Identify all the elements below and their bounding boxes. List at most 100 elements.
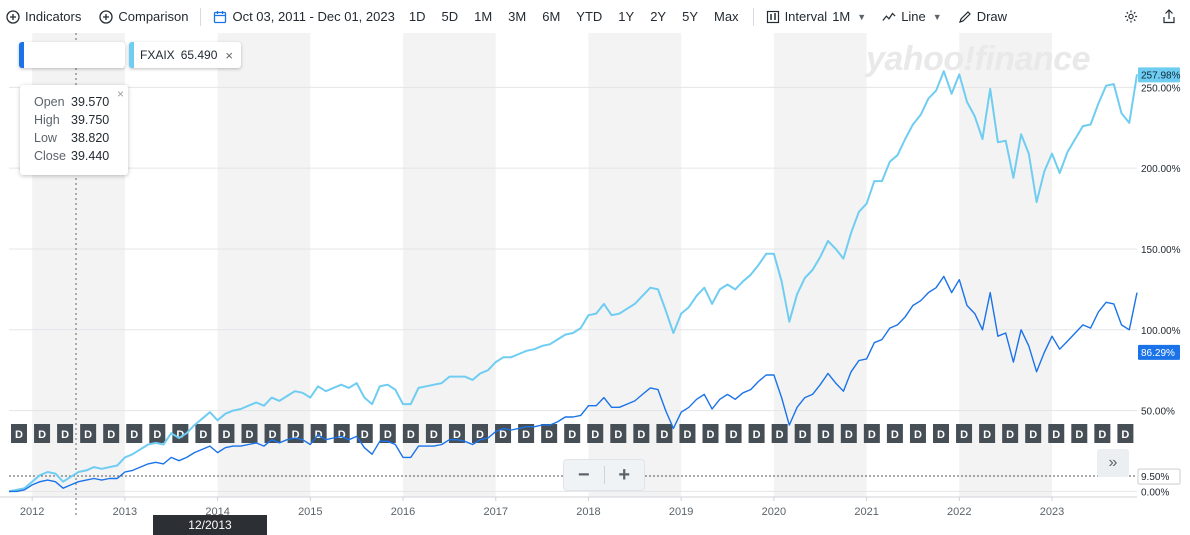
comparison-button[interactable]: Comparison <box>93 0 194 33</box>
dividend-marker-box <box>886 424 903 443</box>
date-range-button[interactable]: Oct 03, 2011 - Dec 01, 2023 <box>207 0 400 33</box>
dividend-marker-label: D <box>937 429 945 441</box>
toolbar-right <box>1112 0 1190 33</box>
gear-icon <box>1124 10 1138 24</box>
indicators-label: Indicators <box>25 9 82 24</box>
x-tick-label: 2019 <box>669 506 693 518</box>
share-button[interactable] <box>1150 0 1190 33</box>
interval-dropdown[interactable]: Interval 1M ▼ <box>760 0 873 33</box>
high-label: High <box>34 113 60 127</box>
dividend-marker-box <box>149 424 166 443</box>
range-6m-button[interactable]: 6M <box>542 9 561 24</box>
dividend-marker-box <box>448 424 465 443</box>
dividend-marker-box <box>80 424 97 443</box>
indicators-button[interactable]: Indicators <box>0 0 87 33</box>
y-tick-label: 150.00% <box>1141 245 1181 256</box>
primary-symbol-chip[interactable] <box>19 42 125 68</box>
dividend-marker: D <box>241 424 258 443</box>
chevron-down-icon: ▼ <box>857 11 867 22</box>
dividend-marker: D <box>218 424 235 443</box>
dividend-marker-label: D <box>730 429 738 441</box>
dividend-marker-label: D <box>1075 429 1083 441</box>
dividend-marker-box <box>172 424 189 443</box>
year-band <box>403 33 496 497</box>
range-buttons: 1D 5D 1M 3M 6M YTD 1Y 2Y 5Y Max <box>401 0 747 33</box>
dividend-marker: D <box>1117 424 1134 443</box>
ohlc-tooltip: × Open 39.570 High 39.750 Low 38.820 Clo… <box>20 85 128 175</box>
dividend-marker-label: D <box>1052 429 1060 441</box>
dividend-marker-box <box>656 424 673 443</box>
x-tick-label: 2012 <box>20 506 44 518</box>
dividend-marker: D <box>541 424 558 443</box>
last-value-text: 86.29% <box>1141 348 1175 359</box>
year-bands <box>32 33 1053 497</box>
dividend-marker-box <box>725 424 742 443</box>
dividend-marker-box <box>587 424 604 443</box>
dividend-marker-box <box>909 424 926 443</box>
range-1m-button[interactable]: 1M <box>474 9 493 24</box>
settings-button[interactable] <box>1112 0 1150 33</box>
chart-type-dropdown[interactable]: Line ▼ <box>876 0 948 33</box>
range-1d-button[interactable]: 1D <box>408 9 426 24</box>
dividend-marker-label: D <box>84 429 92 441</box>
plus-circle-icon <box>6 9 20 24</box>
y-tick-label: 200.00% <box>1141 164 1181 175</box>
dividend-marker-label: D <box>868 429 876 441</box>
close-icon[interactable]: × <box>225 47 233 63</box>
dividend-marker: D <box>1094 424 1111 443</box>
dividend-marker: D <box>518 424 535 443</box>
dividend-marker-label: D <box>1121 429 1129 441</box>
dividend-marker: D <box>817 424 834 443</box>
close-value: 39.440 <box>71 149 110 163</box>
ohlc-close: Close 39.440 <box>34 147 128 165</box>
zoom-out-button[interactable]: − <box>577 463 590 486</box>
y-tick-label: 0.00% <box>1141 487 1169 498</box>
compare-symbol-chip[interactable]: FXAIX 65.490 × <box>129 42 241 68</box>
x-tick-label: 2015 <box>298 506 322 518</box>
dividend-marker-box <box>1048 424 1065 443</box>
dividend-marker: D <box>34 424 51 443</box>
range-5y-button[interactable]: 5Y <box>682 9 698 24</box>
dividend-marker-box <box>1002 424 1019 443</box>
y-axis: 0.00% 50.00% 100.00% 150.00% 200.00% 250.00% <box>1141 83 1181 498</box>
dividend-marker: D <box>425 424 442 443</box>
dividend-marker-label: D <box>38 429 46 441</box>
interval-label: Interval <box>784 9 828 24</box>
dividend-marker: D <box>794 424 811 443</box>
dividend-marker: D <box>564 424 581 443</box>
dividend-marker-label: D <box>107 429 115 441</box>
dividend-marker-label: D <box>591 429 599 441</box>
year-band <box>773 33 867 497</box>
draw-button[interactable]: Draw <box>952 0 1013 33</box>
dividend-marker-box <box>34 424 51 443</box>
primary-line <box>9 275 1138 493</box>
dividend-marker-label: D <box>15 429 23 441</box>
x-tick-label: 2021 <box>854 506 878 518</box>
range-ytd-button[interactable]: YTD <box>576 9 603 24</box>
dividend-marker-box <box>1117 424 1134 443</box>
range-5d-button[interactable]: 5D <box>441 9 459 24</box>
dividend-marker: D <box>495 424 512 443</box>
dividend-marker-label: D <box>222 429 230 441</box>
range-2y-button[interactable]: 2Y <box>650 9 667 24</box>
dividend-marker-label: D <box>845 429 853 441</box>
dividend-marker-box <box>956 424 973 443</box>
dividend-marker-box <box>541 424 558 443</box>
range-1y-button[interactable]: 1Y <box>618 9 635 24</box>
zoom-in-button[interactable]: + <box>618 463 631 486</box>
dividend-marker-label: D <box>338 429 346 441</box>
dividend-marker: D <box>656 424 673 443</box>
draw-label: Draw <box>976 9 1008 24</box>
dividend-marker: D <box>172 424 189 443</box>
dividend-marker-label: D <box>753 429 761 441</box>
close-icon[interactable]: × <box>116 87 124 101</box>
range-max-button[interactable]: Max <box>714 9 739 24</box>
scroll-to-latest-button[interactable]: » <box>1097 449 1129 477</box>
dividend-marker-label: D <box>637 429 645 441</box>
dividend-marker-box <box>103 424 120 443</box>
dividend-marker-label: D <box>361 429 369 441</box>
dividend-marker-label: D <box>407 429 415 441</box>
x-tick-label: 2016 <box>391 506 415 518</box>
range-3m-button[interactable]: 3M <box>508 9 527 24</box>
